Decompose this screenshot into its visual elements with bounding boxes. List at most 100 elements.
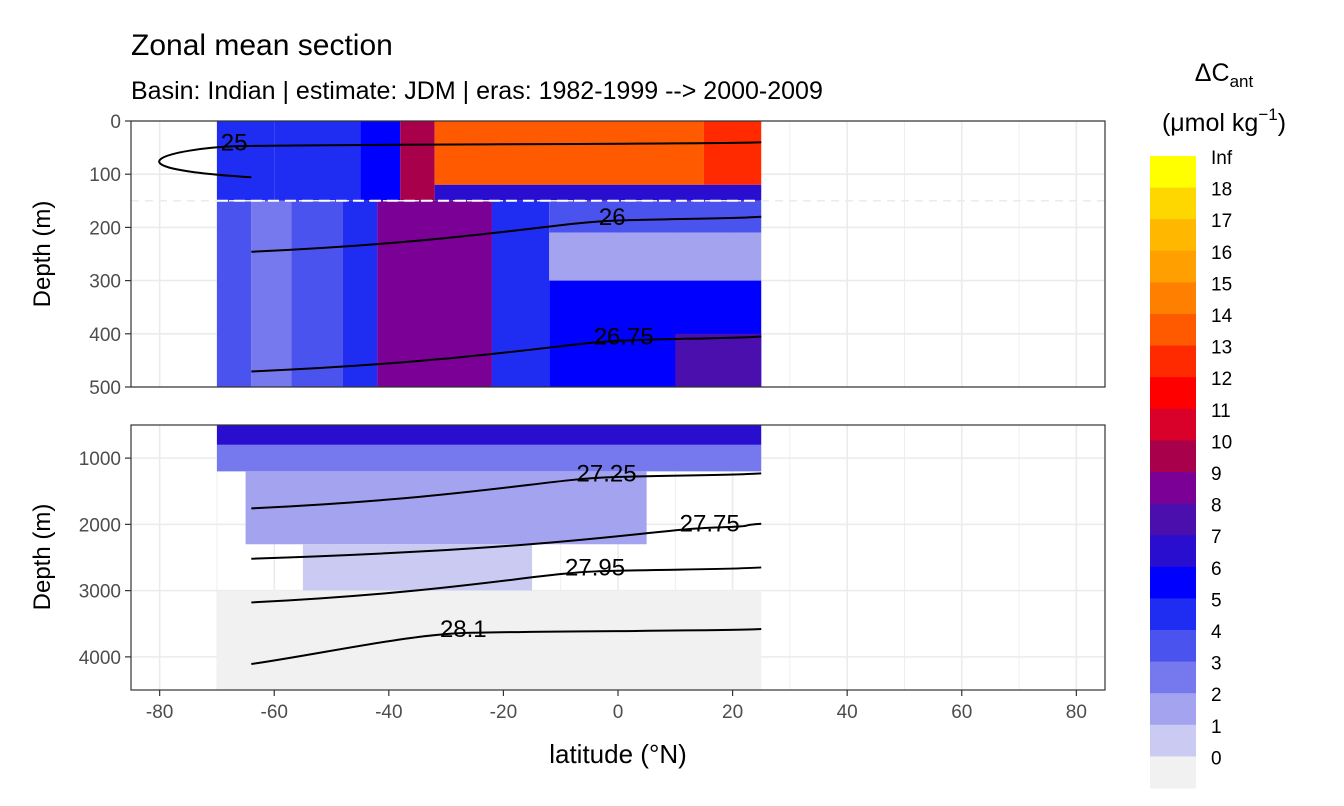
x-tick-label: 60 — [951, 702, 972, 723]
legend-swatch — [1150, 156, 1196, 189]
data-cell — [216, 200, 252, 387]
contour-label: 27.75 — [680, 511, 740, 538]
isopycnal-line — [251, 566, 762, 604]
y-axis-label-lower: Depth (m) — [29, 504, 56, 611]
isopycnal-line — [251, 215, 762, 253]
contour-label: 26 — [599, 204, 626, 231]
panel-border — [130, 120, 1106, 388]
data-cell — [216, 590, 762, 690]
legend-swatch — [1150, 630, 1196, 663]
legend-swatch — [1150, 566, 1196, 599]
x-axis-label: latitude (°N) — [549, 739, 687, 769]
isopycnal-line — [251, 522, 762, 560]
y-tick-label: 0 — [110, 112, 121, 133]
legend-title: ΔCant — [1195, 59, 1254, 91]
legend-swatch — [1150, 250, 1196, 283]
data-cell — [245, 471, 647, 545]
data-cell — [216, 425, 762, 445]
legend-label: 10 — [1211, 432, 1232, 453]
legend-label: 8 — [1211, 496, 1222, 517]
legend-label: 16 — [1211, 243, 1232, 264]
legend-swatch — [1150, 503, 1196, 536]
y-tick-label: 3000 — [79, 582, 121, 603]
legend-swatch — [1150, 408, 1196, 441]
legend-swatch — [1150, 345, 1196, 378]
legend-swatch — [1150, 440, 1196, 473]
isopycnal-line — [251, 628, 762, 666]
data-cell — [216, 121, 275, 201]
legend-label: 5 — [1211, 590, 1222, 611]
data-cells — [216, 121, 762, 387]
legend-label: 2 — [1211, 685, 1222, 706]
x-tick-label: 80 — [1066, 702, 1087, 723]
upper-depth-panel: 25 26 26.75 0 100 200 300 400 500 — [89, 112, 1106, 399]
data-cell — [291, 200, 343, 387]
data-cell — [549, 232, 762, 281]
legend-swatch — [1150, 282, 1196, 315]
x-tick-label: -20 — [490, 702, 517, 723]
x-tick-label: 0 — [613, 702, 624, 723]
data-cell — [251, 200, 292, 387]
contour-label: 28.1 — [440, 616, 487, 643]
data-cell — [434, 121, 704, 185]
y-axis-label-upper: Depth (m) — [29, 201, 56, 308]
legend-label: 4 — [1211, 622, 1222, 643]
data-cell — [360, 121, 401, 201]
data-cell — [216, 444, 762, 472]
legend-swatch — [1150, 661, 1196, 694]
legend-label: Inf — [1211, 148, 1233, 169]
lower-depth-panel: 27.25 27.75 27.95 28.1 1000 2000 3000 4000 — [79, 424, 1106, 691]
y-tick-label: 500 — [89, 378, 121, 399]
x-tick-label: 20 — [722, 702, 743, 723]
isopycnal-line — [251, 335, 762, 373]
y-tick-label: 4000 — [79, 648, 121, 669]
contour-label: 27.95 — [565, 554, 625, 581]
legend-label: 7 — [1211, 527, 1222, 548]
isopycnal-line — [251, 472, 762, 510]
legend-label: 13 — [1211, 338, 1232, 359]
data-cell — [434, 184, 762, 201]
legend-swatch — [1150, 535, 1196, 568]
contour-label: 25 — [221, 129, 248, 156]
isopycnal-lines — [251, 472, 762, 666]
legend-swatch — [1150, 724, 1196, 757]
legend-label: 12 — [1211, 369, 1232, 390]
legend-label: 9 — [1211, 464, 1222, 485]
data-cells — [216, 425, 762, 690]
legend-swatch — [1150, 598, 1196, 631]
y-tick-label: 100 — [89, 165, 121, 186]
legend-label: 18 — [1211, 180, 1232, 201]
y-tick-label: 2000 — [79, 515, 121, 536]
data-cell — [703, 121, 762, 185]
x-axis: -80 -60 -40 -20 0 20 40 60 80 — [146, 690, 1087, 723]
legend-swatch — [1150, 219, 1196, 252]
contour-label: 27.25 — [577, 460, 637, 487]
legend-label: 1 — [1211, 717, 1222, 738]
contour-label: 26.75 — [594, 323, 654, 350]
legend-swatch — [1150, 187, 1196, 220]
x-tick-label: -60 — [261, 702, 288, 723]
chart-subtitle: Basin: Indian | estimate: JDM | eras: 19… — [131, 77, 823, 105]
legend-label: 0 — [1211, 748, 1222, 769]
data-cell — [549, 200, 762, 233]
legend-swatch — [1150, 472, 1196, 505]
y-tick-label: 200 — [89, 218, 121, 239]
y-tick-label: 300 — [89, 272, 121, 293]
data-cell — [675, 333, 762, 387]
legend-label: 14 — [1211, 306, 1233, 327]
color-legend: ΔCant (μmol kg−1) Inf1817161514131211109… — [1150, 59, 1286, 789]
chart-title: Zonal mean section — [131, 29, 393, 62]
legend-swatch — [1150, 377, 1196, 410]
data-cell — [400, 121, 435, 201]
legend-label: 3 — [1211, 654, 1222, 675]
y-tick-label: 1000 — [79, 449, 121, 470]
legend-label: 11 — [1211, 401, 1231, 422]
x-tick-label: -80 — [146, 702, 173, 723]
legend-label: 6 — [1211, 559, 1222, 580]
legend-units: (μmol kg−1) — [1162, 105, 1286, 137]
data-cell — [342, 200, 378, 387]
x-tick-label: 40 — [837, 702, 858, 723]
legend-label: 17 — [1211, 211, 1232, 232]
legend-swatch — [1150, 756, 1196, 789]
